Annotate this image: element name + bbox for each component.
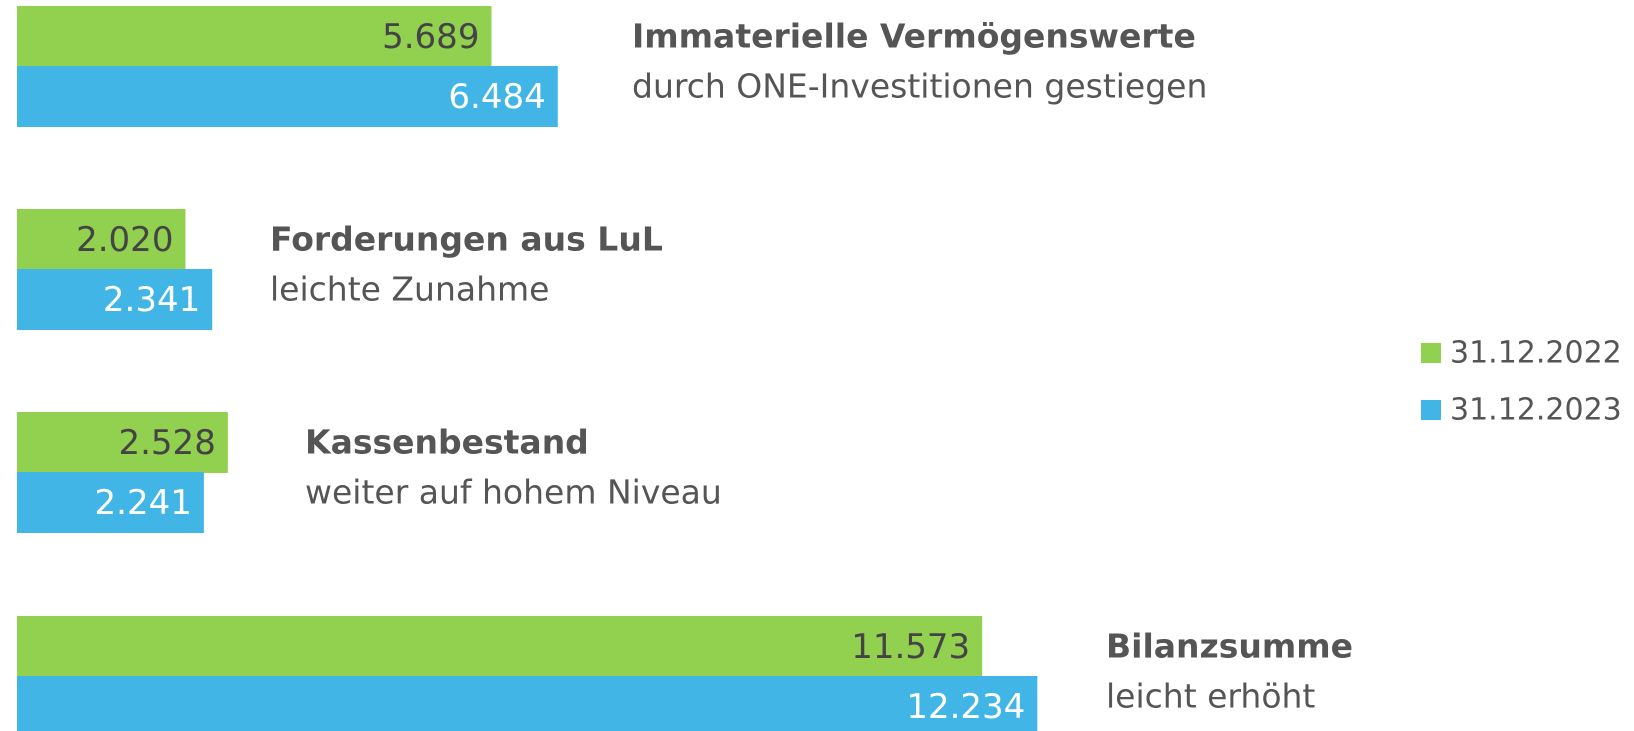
legend-swatch [1421, 400, 1441, 420]
bar [17, 472, 204, 533]
value-label: 5.689 [382, 17, 479, 57]
bar [17, 269, 213, 330]
bar [17, 209, 186, 270]
bar [17, 412, 228, 473]
bar [17, 6, 492, 67]
category-title: Immaterielle Vermögenswerte [632, 17, 1196, 56]
category-title: Forderungen aus LuL [270, 220, 663, 259]
value-label: 12.234 [906, 687, 1025, 727]
category-subtitle: durch ONE-Investitionen gestiegen [632, 67, 1207, 106]
category-subtitle: weiter auf hohem Niveau [305, 473, 722, 512]
category-title: Bilanzsumme [1106, 627, 1353, 666]
bar [17, 676, 1038, 731]
category-subtitle: leicht erhöht [1106, 677, 1315, 716]
bar [17, 616, 983, 677]
category-title: Kassenbestand [305, 423, 589, 462]
bar [17, 66, 558, 127]
value-label: 6.484 [448, 77, 545, 117]
category-subtitle: leichte Zunahme [270, 270, 549, 309]
value-label: 11.573 [851, 627, 970, 667]
value-label: 2.341 [103, 280, 200, 320]
legend-swatch [1421, 343, 1441, 363]
legend-label: 31.12.2023 [1450, 393, 1622, 428]
value-label: 2.020 [76, 220, 173, 260]
legend-label: 31.12.2022 [1450, 336, 1622, 371]
value-label: 2.528 [118, 423, 215, 463]
value-label: 2.241 [95, 483, 192, 523]
